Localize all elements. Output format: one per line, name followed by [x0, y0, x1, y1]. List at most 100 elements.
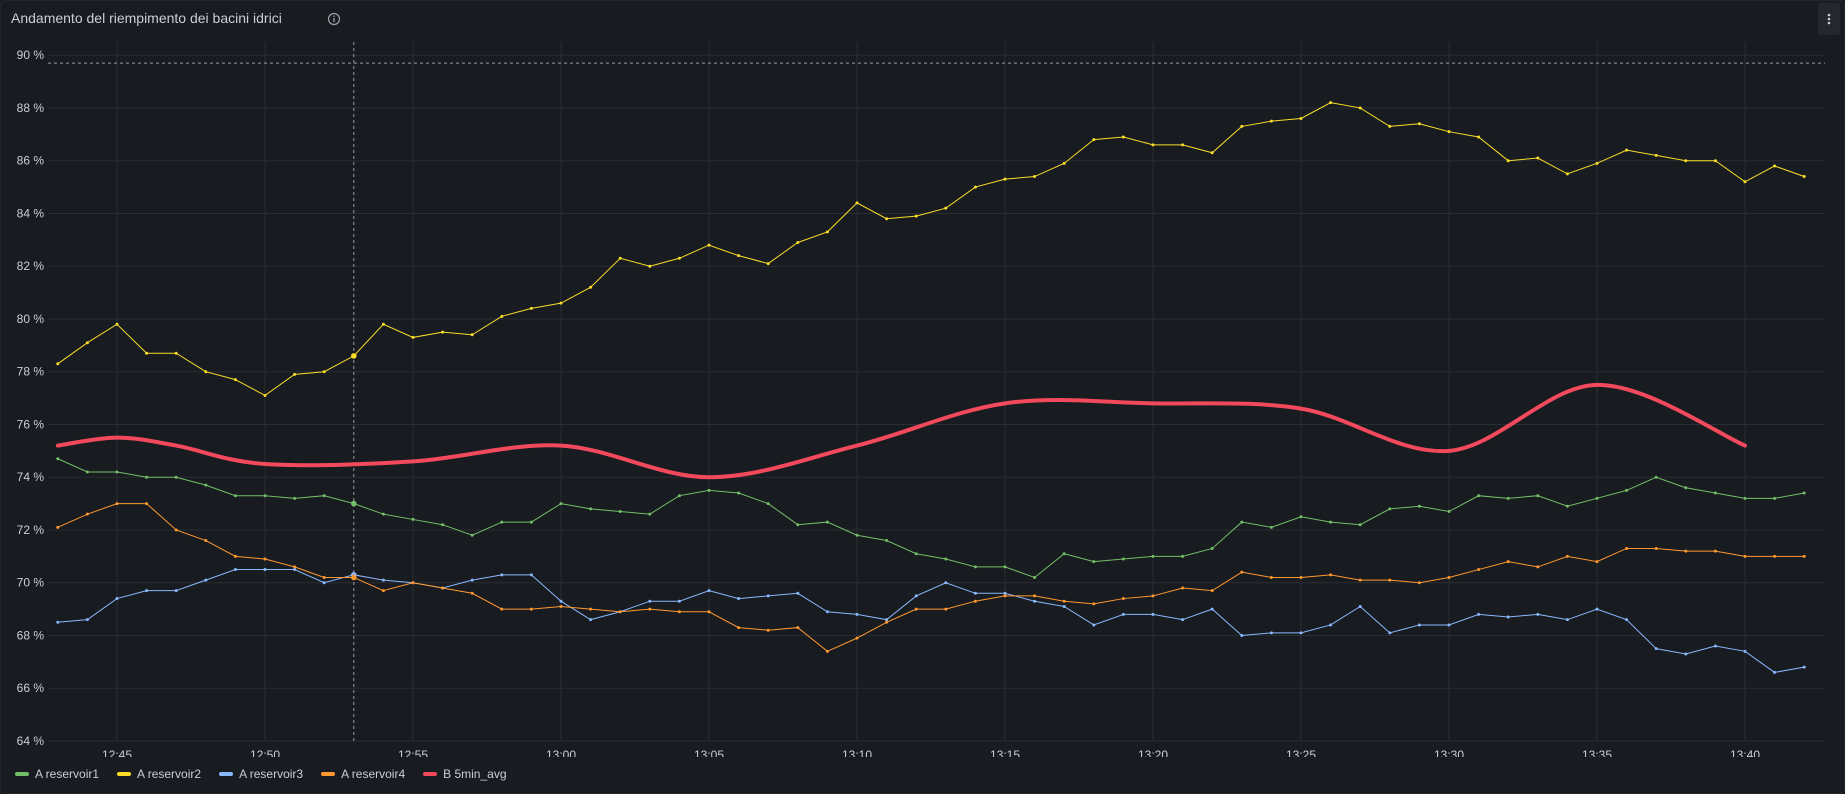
data-point-a-reservoir2: [559, 301, 563, 305]
data-point-a-reservoir1: [1269, 525, 1273, 529]
legend-item-b-5min-avg[interactable]: B 5min_avg: [423, 767, 507, 781]
data-point-a-reservoir3: [1447, 623, 1451, 627]
data-point-a-reservoir3: [737, 597, 741, 601]
data-point-a-reservoir4: [1625, 546, 1629, 550]
data-point-a-reservoir1: [263, 494, 267, 498]
data-point-a-reservoir4: [322, 575, 326, 579]
data-point-a-reservoir4: [766, 628, 770, 632]
legend-item-a-reservoir4[interactable]: A reservoir4: [321, 767, 405, 781]
legend-item-a-reservoir3[interactable]: A reservoir3: [219, 767, 303, 781]
legend-label: A reservoir3: [239, 767, 304, 781]
data-point-a-reservoir2: [1181, 143, 1185, 147]
data-point-a-reservoir2: [1003, 177, 1007, 181]
data-point-a-reservoir3: [1299, 631, 1303, 635]
data-point-a-reservoir1: [470, 533, 474, 537]
data-point-a-reservoir2: [56, 362, 60, 366]
info-circle-icon[interactable]: [327, 12, 341, 26]
data-point-a-reservoir2: [1092, 138, 1096, 142]
y-tick-label: 76 %: [17, 417, 45, 431]
line-chart[interactable]: 64 % 66 % 68 % 70 % 72 % 74 % 76 % 78 % 80 % 82 %…: [1, 37, 1844, 757]
data-point-a-reservoir2: [470, 333, 474, 337]
y-tick-label: 88 %: [17, 101, 45, 115]
data-point-a-reservoir4: [1358, 578, 1362, 582]
data-point-a-reservoir4: [1654, 546, 1658, 550]
data-point-a-reservoir4: [1417, 581, 1421, 585]
data-point-a-reservoir2: [500, 314, 504, 318]
data-point-a-reservoir2: [1299, 116, 1303, 120]
data-point-a-reservoir4: [559, 604, 563, 608]
data-point-a-reservoir1: [825, 520, 829, 524]
data-point-a-reservoir4: [648, 607, 652, 611]
legend-item-a-reservoir2[interactable]: A reservoir2: [117, 767, 201, 781]
data-point-a-reservoir1: [1565, 504, 1569, 508]
data-point-a-reservoir1: [1151, 554, 1155, 558]
data-point-a-reservoir2: [825, 230, 829, 234]
data-point-a-reservoir2: [529, 306, 533, 310]
data-point-a-reservoir4: [381, 589, 385, 593]
data-point-a-reservoir2: [1773, 164, 1777, 168]
data-point-a-reservoir1: [85, 470, 89, 474]
data-point-a-reservoir4: [1033, 594, 1037, 598]
data-point-a-reservoir2: [1713, 159, 1717, 163]
data-point-a-reservoir1: [1033, 575, 1037, 579]
data-point-a-reservoir4: [1181, 586, 1185, 590]
data-point-a-reservoir3: [914, 594, 918, 598]
data-point-a-reservoir3: [648, 599, 652, 603]
data-point-a-reservoir4: [1121, 597, 1125, 601]
data-point-a-reservoir4: [85, 512, 89, 516]
data-point-a-reservoir2: [1565, 172, 1569, 176]
data-point-a-reservoir4: [115, 502, 119, 506]
data-point-a-reservoir3: [56, 620, 60, 624]
data-point-a-reservoir2: [1477, 135, 1481, 139]
x-tick-label: 12:50: [250, 748, 280, 757]
data-point-a-reservoir3: [293, 568, 297, 572]
data-point-a-reservoir4: [470, 591, 474, 595]
data-point-a-reservoir4: [529, 607, 533, 611]
data-point-a-reservoir3: [85, 618, 89, 622]
data-point-a-reservoir2: [263, 393, 267, 397]
data-point-a-reservoir4: [500, 607, 504, 611]
data-point-a-reservoir4: [1536, 565, 1540, 569]
data-point-a-reservoir1: [1773, 496, 1777, 500]
data-point-a-reservoir1: [233, 494, 237, 498]
data-point-a-reservoir3: [885, 618, 889, 622]
data-point-a-reservoir1: [944, 557, 948, 561]
data-point-a-reservoir4: [1003, 594, 1007, 598]
data-point-a-reservoir1: [441, 523, 445, 527]
data-point-a-reservoir4: [855, 636, 859, 640]
data-point-a-reservoir2: [1743, 180, 1747, 184]
data-point-a-reservoir4: [707, 610, 711, 614]
data-point-a-reservoir4: [1388, 578, 1392, 582]
data-point-a-reservoir2: [1447, 130, 1451, 134]
y-tick-label: 70 %: [17, 576, 45, 590]
legend-label: A reservoir1: [35, 767, 100, 781]
data-point-a-reservoir3: [796, 591, 800, 595]
data-point-a-reservoir2: [796, 240, 800, 244]
data-point-a-reservoir1: [115, 470, 119, 474]
panel-menu-button[interactable]: [1818, 3, 1840, 35]
data-point-a-reservoir3: [1181, 618, 1185, 622]
data-point-a-reservoir4: [174, 528, 178, 532]
data-point-a-reservoir1: [737, 491, 741, 495]
x-tick-label: 13:35: [1582, 748, 1612, 757]
data-point-a-reservoir1: [1121, 557, 1125, 561]
data-point-a-reservoir2: [174, 351, 178, 355]
data-point-a-reservoir3: [825, 610, 829, 614]
data-point-a-reservoir3: [1033, 599, 1037, 603]
data-point-a-reservoir3: [529, 573, 533, 577]
data-point-a-reservoir4: [293, 565, 297, 569]
data-point-a-reservoir4: [825, 649, 829, 653]
data-point-a-reservoir1: [1299, 515, 1303, 519]
x-tick-label: 12:45: [102, 748, 132, 757]
series-line-a-reservoir3: [57, 569, 1805, 673]
data-point-a-reservoir1: [1743, 496, 1747, 500]
data-point-a-reservoir2: [914, 214, 918, 218]
data-point-a-reservoir4: [1713, 549, 1717, 553]
data-point-a-reservoir3: [1595, 607, 1599, 611]
data-point-a-reservoir4: [204, 539, 208, 543]
data-point-a-reservoir2: [381, 322, 385, 326]
data-point-a-reservoir4: [1477, 568, 1481, 572]
legend-item-a-reservoir1[interactable]: A reservoir1: [15, 767, 99, 781]
data-point-a-reservoir2: [351, 353, 357, 359]
data-point-a-reservoir1: [500, 520, 504, 524]
